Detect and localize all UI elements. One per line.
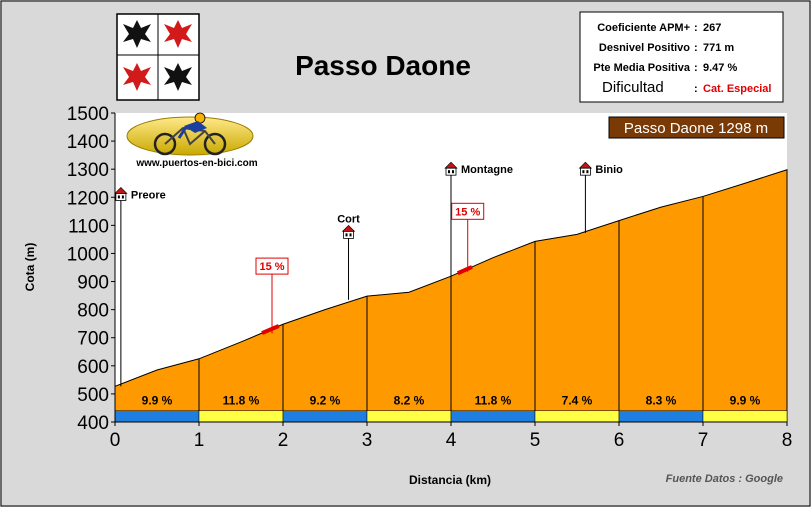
coat-of-arms-logo	[116, 13, 200, 101]
y-tick-label: 600	[77, 357, 109, 378]
callout-box	[255, 257, 289, 275]
grade-callout-layer: 15 % 15 %	[255, 202, 485, 335]
grade-band	[282, 410, 368, 423]
grade-band	[366, 410, 452, 423]
callout-box	[451, 202, 485, 220]
house-icon	[444, 161, 458, 176]
y-tick-label: 1400	[67, 132, 109, 153]
segment-grade-label: 8.3 %	[646, 394, 677, 408]
segment-grade-label: 11.8 %	[223, 394, 260, 408]
house-icon	[114, 187, 128, 201]
info-value-apm: 267	[703, 22, 721, 34]
segment-grade-label: 9.9 %	[730, 394, 761, 408]
x-tick-label: 4	[446, 430, 457, 451]
grade-band	[450, 410, 536, 423]
x-tick-label: 3	[362, 430, 373, 451]
summit-label-box: Passo Daone 1298 m	[608, 116, 785, 139]
callout-grade-label: 15 %	[259, 261, 284, 273]
segment-grade-label: 9.9 %	[142, 394, 173, 408]
y-tick-label: 1100	[68, 216, 109, 237]
svg-text::: :	[694, 83, 698, 95]
x-tick-label: 1	[194, 430, 205, 451]
y-tick-label: 800	[77, 301, 109, 322]
info-box: Coeficiente APM+ : 267 Desnivel Positivo…	[579, 11, 784, 103]
segment-grade-label: 11.8 %	[475, 394, 512, 408]
segment-grade-label: 8.2 %	[394, 394, 425, 408]
x-tick-label: 0	[110, 430, 121, 451]
steep-section-marker	[261, 324, 280, 335]
svg-text::: :	[694, 22, 698, 34]
y-tick-label: 1300	[67, 160, 109, 181]
segment-grade-label: 7.4 %	[562, 394, 593, 408]
grade-band	[534, 410, 620, 423]
info-label-apm: Coeficiente APM+	[597, 22, 690, 34]
x-tick-label: 6	[614, 430, 625, 451]
grade-band	[114, 410, 200, 423]
grade-band-layer: 9.9 % 11.8 % 9.2 % 8.2 % 11.8 % 7.4 % 8.3 % 9.9…	[114, 394, 788, 423]
cyclist-logo	[126, 112, 254, 156]
house-icon	[341, 224, 356, 239]
y-tick-label: 900	[77, 273, 109, 294]
info-label-dificultad: Dificultad	[602, 79, 664, 96]
x-tick-label: 7	[698, 430, 709, 451]
info-label-pendiente: Pte Media Positiva	[593, 62, 690, 74]
poi-label: Montagne	[461, 164, 513, 176]
summit-label: Passo Daone 1298 m	[624, 120, 768, 137]
x-tick-label: 2	[278, 430, 289, 451]
x-tick-label: 8	[782, 430, 793, 451]
x-axis-title: Distancia (km)	[409, 473, 491, 487]
y-tick-label: 1000	[67, 244, 109, 265]
chart-title: Passo Daone	[295, 50, 471, 81]
y-tick-label: 500	[77, 385, 109, 406]
info-value-pendiente: 9.47 %	[703, 62, 737, 74]
y-axis-title: Cota (m)	[23, 243, 37, 292]
info-label-desnivel: Desnivel Positivo	[599, 42, 690, 54]
house-icon	[578, 161, 593, 176]
grade-band	[618, 410, 704, 423]
y-tick-label: 700	[77, 329, 109, 350]
y-tick-label: 1200	[67, 188, 109, 209]
axis-layer: 4005006007008009001000110012001300140015…	[67, 104, 793, 451]
grade-band	[702, 410, 788, 423]
svg-text::: :	[694, 42, 698, 54]
poi-label: Cort	[337, 213, 360, 225]
poi-label: Preore	[131, 189, 166, 201]
grade-band	[198, 410, 284, 423]
y-tick-label: 400	[77, 413, 109, 434]
area-layer	[114, 169, 788, 423]
poi-layer: Preore Cort Montagne Binio	[114, 161, 623, 387]
source-label: Fuente Datos : Google	[666, 473, 783, 485]
x-tick-label: 5	[530, 430, 541, 451]
svg-text::: :	[694, 62, 698, 74]
y-tick-label: 1500	[67, 104, 109, 125]
info-value-desnivel: 771 m	[703, 42, 734, 54]
poi-label: Binio	[595, 164, 623, 176]
website-label: www.puertos-en-bici.com	[135, 158, 257, 169]
steep-section-marker	[456, 265, 473, 276]
info-value-dificultad: Cat. Especial	[703, 83, 771, 95]
segment-grade-label: 9.2 %	[310, 394, 341, 408]
callout-grade-label: 15 %	[455, 206, 480, 218]
